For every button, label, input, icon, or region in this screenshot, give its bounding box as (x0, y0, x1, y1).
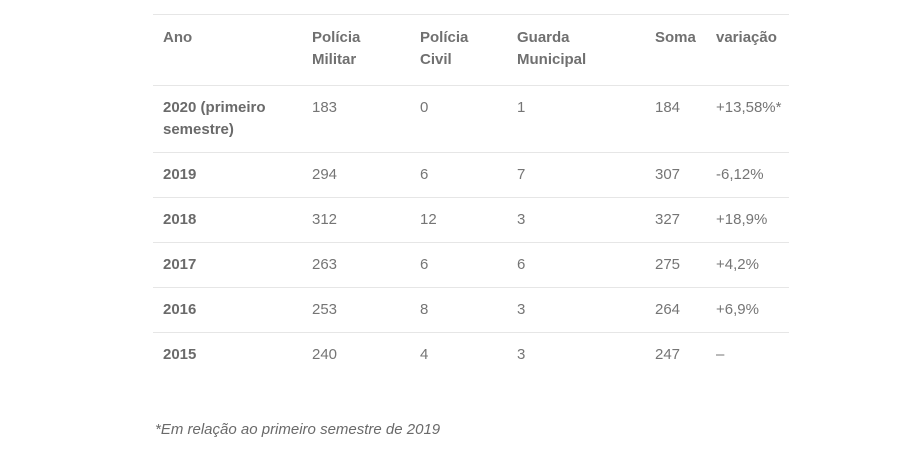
header-policia-militar: Polícia Militar (302, 15, 410, 86)
cell-soma: 327 (645, 197, 706, 243)
cell-ano: 2019 (153, 152, 302, 198)
cell-soma: 184 (645, 85, 706, 153)
cell-ano: 2016 (153, 287, 302, 333)
cell-policia-civil: 6 (410, 242, 507, 288)
cell-guarda-municipal: 3 (507, 197, 645, 243)
cell-policia-militar: 294 (302, 152, 410, 198)
data-table-container: Ano Polícia Militar Polícia Civil Guarda… (153, 14, 789, 377)
cell-soma: 307 (645, 152, 706, 198)
cell-guarda-municipal: 7 (507, 152, 645, 198)
cell-variacao: +6,9% (706, 287, 789, 333)
table-row: 2018 312 12 3 327 +18,9% (153, 197, 789, 243)
cell-guarda-municipal: 1 (507, 85, 645, 153)
cell-policia-militar: 263 (302, 242, 410, 288)
table-body: 2020 (primeiro semestre) 183 0 1 184 +13… (153, 85, 789, 378)
cell-policia-militar: 253 (302, 287, 410, 333)
cell-policia-militar: 183 (302, 85, 410, 153)
cell-soma: 275 (645, 242, 706, 288)
cell-policia-civil: 6 (410, 152, 507, 198)
cell-policia-civil: 12 (410, 197, 507, 243)
cell-policia-militar: 240 (312, 346, 338, 363)
cell-variacao: +13,58%* (706, 85, 789, 153)
table-row: 2016 253 8 3 264 +6,9% (153, 287, 789, 333)
cell-guarda-municipal: 3 (517, 346, 526, 363)
cell-ano: 2017 (153, 242, 302, 288)
cell-variacao: -6,12% (706, 152, 789, 198)
cell-soma: 247 (655, 346, 681, 363)
cell-variacao: – (716, 346, 725, 363)
table-header: Ano Polícia Militar Polícia Civil Guarda… (153, 15, 789, 86)
header-soma: Soma (645, 15, 706, 86)
table-row: 2015 240 4 3 247 – (153, 333, 789, 378)
cell-variacao: +18,9% (706, 197, 789, 243)
header-guarda-municipal: Guarda Municipal (507, 15, 645, 86)
header-row: Ano Polícia Militar Polícia Civil Guarda… (153, 15, 789, 86)
table-footnote: *Em relação ao primeiro semestre de 2019 (155, 421, 441, 438)
table-row: 2017 263 6 6 275 +4,2% (153, 242, 789, 288)
cell-variacao: +4,2% (706, 242, 789, 288)
cell-soma: 264 (645, 287, 706, 333)
cell-policia-civil: 8 (410, 287, 507, 333)
cell-policia-civil: 0 (410, 85, 507, 153)
cell-ano: 2018 (153, 197, 302, 243)
cell-policia-militar: 312 (302, 197, 410, 243)
cell-ano: 2020 (primeiro semestre) (153, 85, 302, 153)
table-row: 2019 294 6 7 307 -6,12% (153, 152, 789, 198)
cell-policia-civil: 4 (420, 346, 429, 363)
police-data-table: Ano Polícia Militar Polícia Civil Guarda… (153, 15, 789, 377)
table-row: 2020 (primeiro semestre) 183 0 1 184 +13… (153, 85, 789, 153)
cell-guarda-municipal: 3 (507, 287, 645, 333)
header-ano: Ano (153, 15, 302, 86)
header-variacao: variação (706, 15, 789, 86)
header-policia-civil: Polícia Civil (410, 15, 507, 86)
cell-ano: 2015 (163, 346, 197, 363)
cell-guarda-municipal: 6 (507, 242, 645, 288)
